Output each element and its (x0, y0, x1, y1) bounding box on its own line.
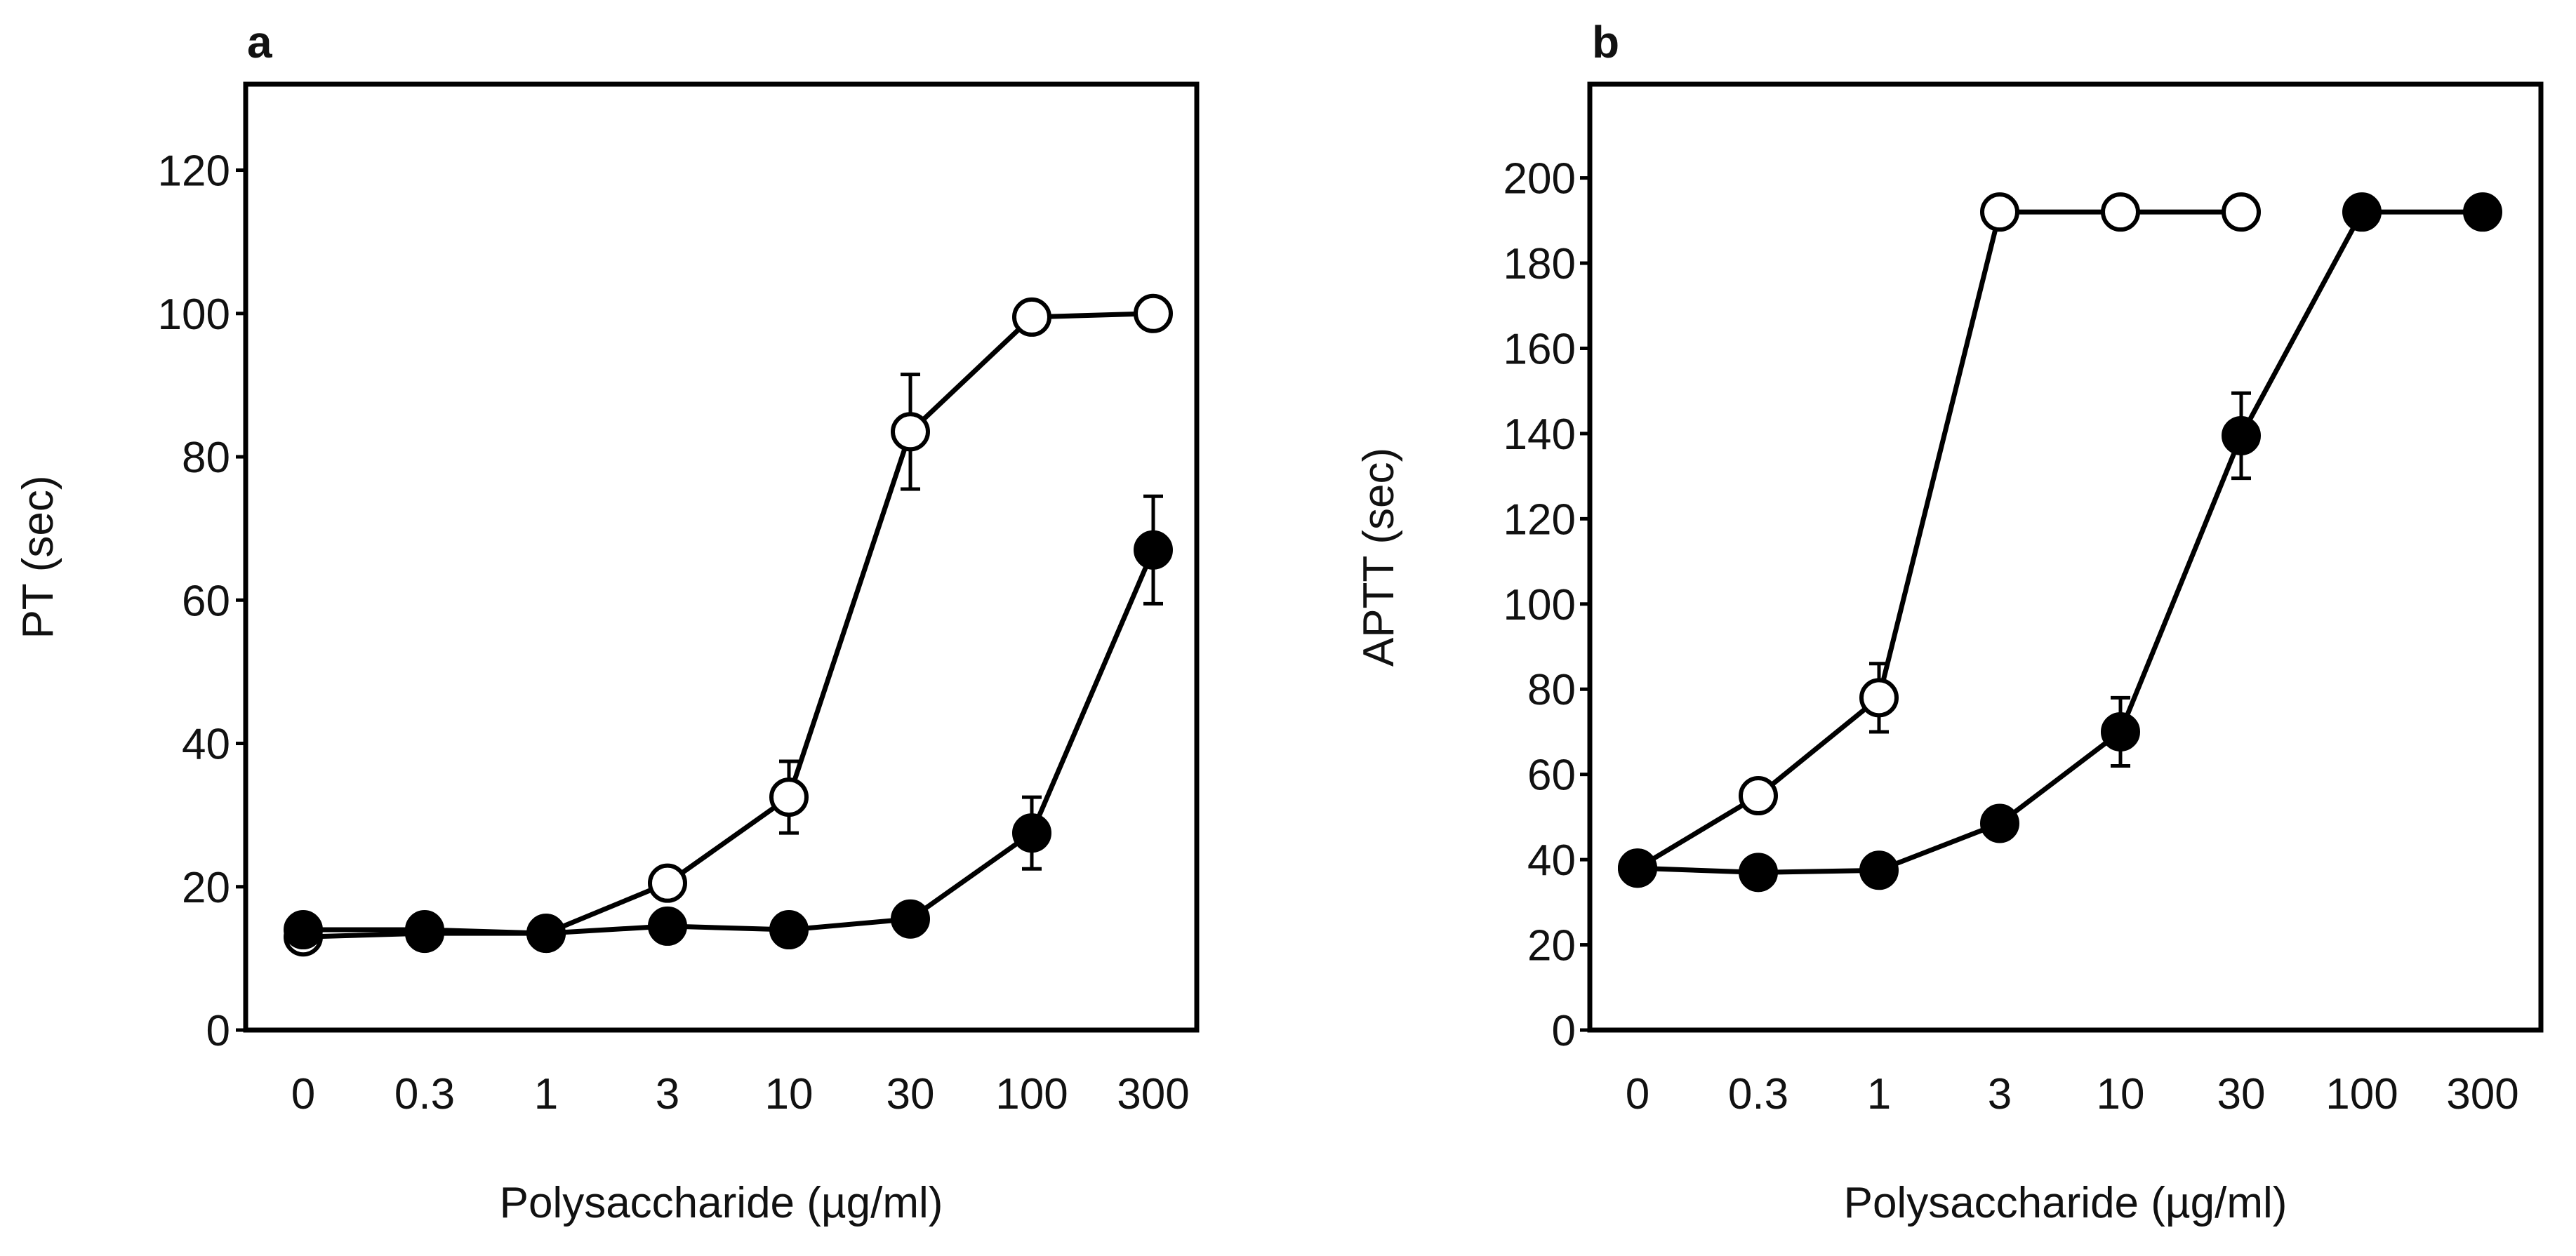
series-line-open (303, 311, 1154, 940)
y-tick-label: 0 (206, 1007, 230, 1055)
y-tick-label: 200 (1503, 155, 1576, 203)
x-tick-label: 1 (534, 1070, 558, 1118)
data-point-filled (1980, 803, 2019, 843)
data-point-open (2222, 192, 2261, 232)
x-tick-label: 100 (2325, 1070, 2398, 1118)
x-tick-label: 0.3 (1728, 1070, 1788, 1118)
series-filled (303, 494, 1163, 936)
data-point-filled (2463, 192, 2502, 232)
y-tick-label: 100 (158, 290, 230, 339)
y-tick-label: 80 (1527, 666, 1576, 714)
data-point-open (1859, 678, 1899, 718)
data-point-filled (2101, 711, 2140, 751)
x-tick-label: 30 (2217, 1070, 2266, 1118)
data-point-open (648, 863, 687, 903)
data-point-open (2101, 192, 2140, 232)
markers-filled (1618, 192, 2502, 893)
data-point-open (1134, 293, 1173, 333)
x-axis-label: Polysaccharide (µg/ml) (1844, 1179, 2288, 1227)
x-tick-label: 100 (995, 1070, 1068, 1118)
data-point-filled (526, 914, 566, 954)
y-tick-label: 0 (1552, 1007, 1576, 1055)
series-open (1636, 209, 2241, 871)
data-point-open (1980, 192, 2019, 232)
chart-panel-b: 0 20 40 60 80 100 120 140 160 180 200 0 0.3 1 3 10 30 100… (1355, 17, 2544, 1227)
data-point-filled (1012, 813, 1051, 853)
data-point-filled (769, 910, 809, 950)
x-tick-label: 0.3 (394, 1070, 455, 1118)
data-point-open (1012, 297, 1051, 337)
y-tick-label: 160 (1503, 325, 1576, 373)
x-tick-label: 300 (1117, 1070, 1189, 1118)
x-tick-label: 0 (291, 1070, 315, 1118)
x-tick-label: 0 (1626, 1070, 1649, 1118)
y-tick-label: 40 (1527, 836, 1576, 885)
x-tick-label: 300 (2446, 1070, 2518, 1118)
series-line-filled (303, 549, 1156, 936)
data-point-filled (1859, 850, 1899, 890)
chart-panel-a: 0 20 40 60 80 100 120 0 0.3 1 3 10 30 100 300 Polysacch… (14, 17, 1200, 1227)
y-tick-label: 140 (1503, 410, 1576, 459)
y-tick-label: 40 (182, 721, 230, 769)
y-tick-label: 180 (1503, 240, 1576, 288)
x-tick-label: 1 (1867, 1070, 1891, 1118)
data-point-filled (2342, 192, 2382, 232)
y-tick-label: 20 (182, 864, 230, 912)
data-point-filled (648, 906, 687, 946)
data-point-filled (891, 899, 930, 939)
y-tick-label: 100 (1503, 581, 1576, 629)
panel-label: b (1592, 17, 1619, 67)
x-tick-label: 30 (887, 1070, 935, 1118)
y-tick-label: 80 (182, 434, 230, 482)
y-tick-label: 120 (158, 147, 230, 196)
data-point-filled (284, 910, 323, 950)
plot-frame (243, 81, 1200, 1033)
x-axis-label: Polysaccharide (µg/ml) (500, 1179, 943, 1227)
x-tick-label: 3 (656, 1070, 679, 1118)
data-point-filled (405, 910, 444, 950)
y-tick-label: 60 (182, 577, 230, 625)
x-tick-label: 10 (765, 1070, 814, 1118)
data-point-open (891, 412, 930, 452)
y-tick-label: 20 (1527, 922, 1576, 970)
panel-label: a (247, 17, 272, 67)
series-line-open (1636, 209, 2241, 871)
data-point-filled (1134, 530, 1173, 570)
x-tick-label: 3 (1988, 1070, 2012, 1118)
y-tick-label: 60 (1527, 751, 1576, 800)
y-axis-label: APTT (sec) (1355, 448, 1403, 667)
plot-frame (1587, 81, 2544, 1033)
series-filled (1637, 209, 2483, 875)
x-tick-label: 10 (2097, 1070, 2145, 1118)
data-point-filled (1618, 848, 1657, 888)
data-point-filled (1739, 853, 1778, 893)
y-axis-label: PT (sec) (14, 475, 62, 639)
y-tick-label: 120 (1503, 495, 1576, 544)
data-point-open (769, 777, 809, 817)
data-point-filled (2222, 415, 2261, 455)
series-line-filled (1637, 209, 2483, 875)
markers-open (284, 293, 1173, 957)
data-point-open (1739, 776, 1778, 816)
markers-filled (284, 530, 1173, 954)
markers-open (1618, 192, 2261, 888)
